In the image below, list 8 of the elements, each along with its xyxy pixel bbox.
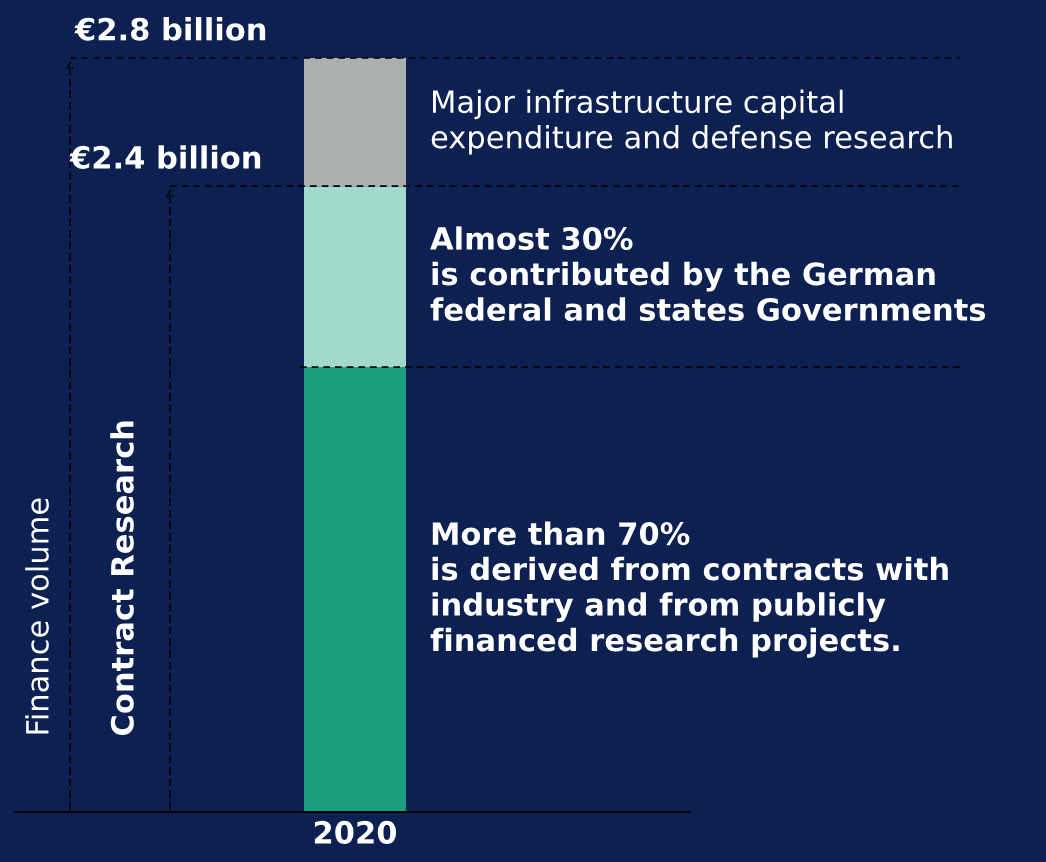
text: Finance volume [25,498,49,734]
ref-line-label: €2.8 billion [74,17,266,41]
text: Contract Research [110,421,134,736]
series-label: Major infrastructure capital expenditure and defense research [431,89,952,155]
series-label: Almost 30% is contributed by the German federal and states Governments [430,226,986,322]
ref-line-label: €2.4 billion [69,145,261,169]
x-tick-label: 2020 [314,820,397,844]
series-label: More than 70% is derived from contracts with industry and from publicly financed research projects. [430,521,948,658]
